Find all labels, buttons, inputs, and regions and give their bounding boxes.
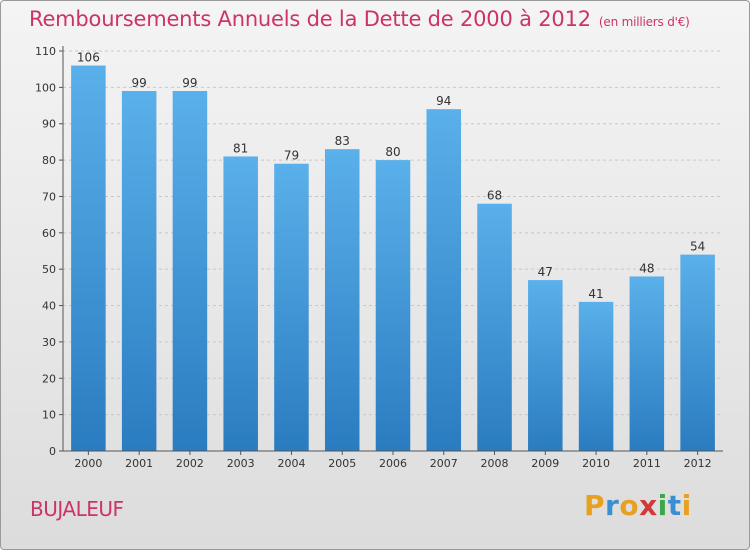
y-tick-label: 70 — [42, 190, 56, 203]
x-tick-label: 2010 — [582, 457, 610, 470]
x-tick-label: 2002 — [176, 457, 204, 470]
bar-2011 — [629, 276, 665, 451]
bar-value-label: 48 — [639, 261, 654, 275]
bar-value-label: 54 — [690, 240, 705, 254]
chart-unit: (en milliers d'€) — [598, 15, 690, 29]
bar-2006 — [375, 160, 411, 451]
logo-letter: o — [619, 489, 640, 522]
chart-title: Remboursements Annuels de la Dette de 20… — [29, 7, 690, 31]
y-tick-label: 50 — [42, 263, 56, 276]
y-tick-label: 110 — [35, 45, 56, 58]
bar-value-label: 41 — [588, 287, 603, 301]
x-tick-label: 2005 — [328, 457, 356, 470]
bar-value-label: 99 — [132, 76, 147, 90]
bar-value-label: 99 — [182, 76, 197, 90]
y-tick-label: 60 — [42, 227, 56, 240]
x-tick-label: 2003 — [227, 457, 255, 470]
bar-2009 — [528, 280, 563, 451]
x-tick-label: 2004 — [277, 457, 305, 470]
x-tick-label: 2000 — [74, 457, 102, 470]
bar-2004 — [274, 163, 309, 451]
bar-value-label: 79 — [284, 149, 299, 163]
bar-value-label: 68 — [487, 189, 502, 203]
x-tick-label: 2008 — [481, 457, 509, 470]
x-tick-label: 2011 — [633, 457, 661, 470]
y-tick-label: 20 — [42, 372, 56, 385]
bar-value-label: 47 — [538, 265, 553, 279]
logo-letter: i — [657, 489, 668, 522]
logo-letter: i — [681, 489, 692, 522]
bar-2002 — [172, 91, 208, 451]
proxiti-logo: Proxiti — [584, 489, 692, 522]
axes: 0 10 20 30 40 50 60 70 80 90 100 110 2000 2001 2002 200… — [35, 45, 723, 470]
y-tick-label: 40 — [42, 300, 56, 313]
logo-letter: t — [667, 489, 682, 522]
bar-value-label: 94 — [436, 94, 451, 108]
x-tick-label: 2006 — [379, 457, 407, 470]
y-tick-label: 0 — [49, 445, 56, 458]
y-tick-label: 100 — [35, 81, 56, 94]
logo-letter: x — [639, 489, 658, 522]
bar-value-label: 80 — [385, 145, 400, 159]
y-tick-label: 10 — [42, 409, 56, 422]
chart-title-text: Remboursements Annuels de la Dette de 20… — [29, 7, 591, 31]
bar-2000 — [71, 65, 106, 451]
commune-name: BUJALEUF — [30, 497, 124, 521]
bars: 106 99 99 81 79 83 80 94 68 47 41 48 54 — [71, 51, 715, 452]
x-tick-label: 2001 — [125, 457, 153, 470]
y-tick-label: 30 — [42, 336, 56, 349]
logo-letter: r — [605, 489, 620, 522]
x-tick-label: 2012 — [684, 457, 712, 470]
bar-2008 — [477, 203, 512, 451]
y-tick-label: 80 — [42, 154, 56, 167]
bar-value-label: 81 — [233, 141, 248, 155]
bar-2005 — [324, 149, 360, 451]
bar-2001 — [121, 91, 157, 451]
x-tick-label: 2007 — [430, 457, 458, 470]
bar-value-label: 106 — [77, 51, 100, 65]
bar-2012 — [680, 254, 715, 451]
bar-2007 — [426, 109, 462, 451]
logo-letter: P — [584, 489, 606, 522]
x-tick-label: 2009 — [531, 457, 559, 470]
y-tick-label: 90 — [42, 118, 56, 131]
bar-2010 — [578, 301, 614, 451]
bar-2003 — [223, 156, 258, 452]
bar-value-label: 83 — [335, 134, 350, 148]
